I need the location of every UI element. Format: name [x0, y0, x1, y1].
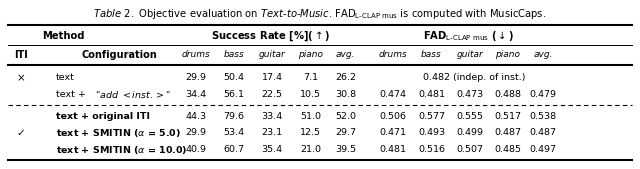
Text: text + SMITIN ($\alpha$ = 10.0): text + SMITIN ($\alpha$ = 10.0): [56, 144, 187, 156]
Text: 29.9: 29.9: [185, 73, 206, 82]
Text: 44.3: 44.3: [185, 112, 206, 121]
Text: 79.6: 79.6: [223, 112, 244, 121]
Text: ×: ×: [16, 73, 25, 83]
Text: 0.506: 0.506: [380, 112, 407, 121]
Text: drums: drums: [379, 50, 408, 59]
Text: Success Rate [%]($\uparrow$): Success Rate [%]($\uparrow$): [211, 30, 330, 43]
Text: guitar: guitar: [259, 50, 285, 59]
Text: 33.4: 33.4: [262, 112, 283, 121]
Text: 50.4: 50.4: [223, 73, 244, 82]
Text: 0.493: 0.493: [418, 128, 445, 137]
Text: guitar: guitar: [456, 50, 483, 59]
Text: 0.555: 0.555: [456, 112, 483, 121]
Text: 12.5: 12.5: [300, 128, 321, 137]
Text: 0.487: 0.487: [495, 128, 522, 137]
Text: avg.: avg.: [336, 50, 355, 59]
Text: bass: bass: [223, 50, 244, 59]
Text: 0.507: 0.507: [456, 145, 483, 154]
Text: 21.0: 21.0: [300, 145, 321, 154]
Text: $\it{Table\ 2.}$ Objective evaluation on $\it{Text}$-$\it{to}$-$\it{Music}$. FAD: $\it{Table\ 2.}$ Objective evaluation on…: [93, 7, 547, 21]
Text: 52.0: 52.0: [335, 112, 356, 121]
Text: 0.481: 0.481: [380, 145, 407, 154]
Text: 0.517: 0.517: [495, 112, 522, 121]
Text: drums: drums: [181, 50, 210, 59]
Text: ✓: ✓: [16, 128, 25, 138]
Text: 60.7: 60.7: [223, 145, 244, 154]
Text: 0.497: 0.497: [529, 145, 557, 154]
Text: 40.9: 40.9: [185, 145, 206, 154]
Text: text + original ITI: text + original ITI: [56, 112, 150, 121]
Text: 0.471: 0.471: [380, 128, 407, 137]
Text: 0.481: 0.481: [418, 90, 445, 99]
Text: "$\mathit{add}$ $\mathit{<inst.>}$": "$\mathit{add}$ $\mathit{<inst.>}$": [95, 89, 172, 100]
Text: 0.488: 0.488: [495, 90, 522, 99]
Text: 30.8: 30.8: [335, 90, 356, 99]
Text: 0.538: 0.538: [529, 112, 557, 121]
Text: 56.1: 56.1: [223, 90, 244, 99]
Text: piano: piano: [298, 50, 323, 59]
Text: Configuration: Configuration: [81, 50, 157, 60]
Text: ITI: ITI: [13, 50, 28, 60]
Text: 0.473: 0.473: [456, 90, 483, 99]
Text: avg.: avg.: [533, 50, 553, 59]
Text: text: text: [56, 73, 74, 82]
Text: 0.577: 0.577: [418, 112, 445, 121]
Text: 51.0: 51.0: [300, 112, 321, 121]
Text: piano: piano: [495, 50, 520, 59]
Text: text + SMITIN ($\alpha$ = 5.0): text + SMITIN ($\alpha$ = 5.0): [56, 127, 180, 139]
Text: 0.516: 0.516: [418, 145, 445, 154]
Text: 0.482 (indep. of inst.): 0.482 (indep. of inst.): [423, 73, 526, 82]
Text: 17.4: 17.4: [262, 73, 283, 82]
Text: 0.479: 0.479: [529, 90, 557, 99]
Text: 23.1: 23.1: [262, 128, 283, 137]
Text: FAD$_\mathrm{L\text{-}CLAP\ mus}$ ($\downarrow$): FAD$_\mathrm{L\text{-}CLAP\ mus}$ ($\dow…: [423, 29, 513, 43]
Text: 35.4: 35.4: [262, 145, 283, 154]
Text: 29.9: 29.9: [185, 128, 206, 137]
Text: Method: Method: [42, 31, 84, 41]
Text: bass: bass: [421, 50, 442, 59]
Text: text +: text +: [56, 90, 88, 99]
Text: 10.5: 10.5: [300, 90, 321, 99]
Text: 0.485: 0.485: [495, 145, 522, 154]
Text: 34.4: 34.4: [185, 90, 206, 99]
Text: 39.5: 39.5: [335, 145, 356, 154]
Text: 0.499: 0.499: [456, 128, 483, 137]
Text: 0.487: 0.487: [529, 128, 557, 137]
Text: 29.7: 29.7: [335, 128, 356, 137]
Text: 26.2: 26.2: [335, 73, 356, 82]
Text: 7.1: 7.1: [303, 73, 318, 82]
Text: 22.5: 22.5: [262, 90, 283, 99]
Text: 53.4: 53.4: [223, 128, 244, 137]
Text: 0.474: 0.474: [380, 90, 407, 99]
